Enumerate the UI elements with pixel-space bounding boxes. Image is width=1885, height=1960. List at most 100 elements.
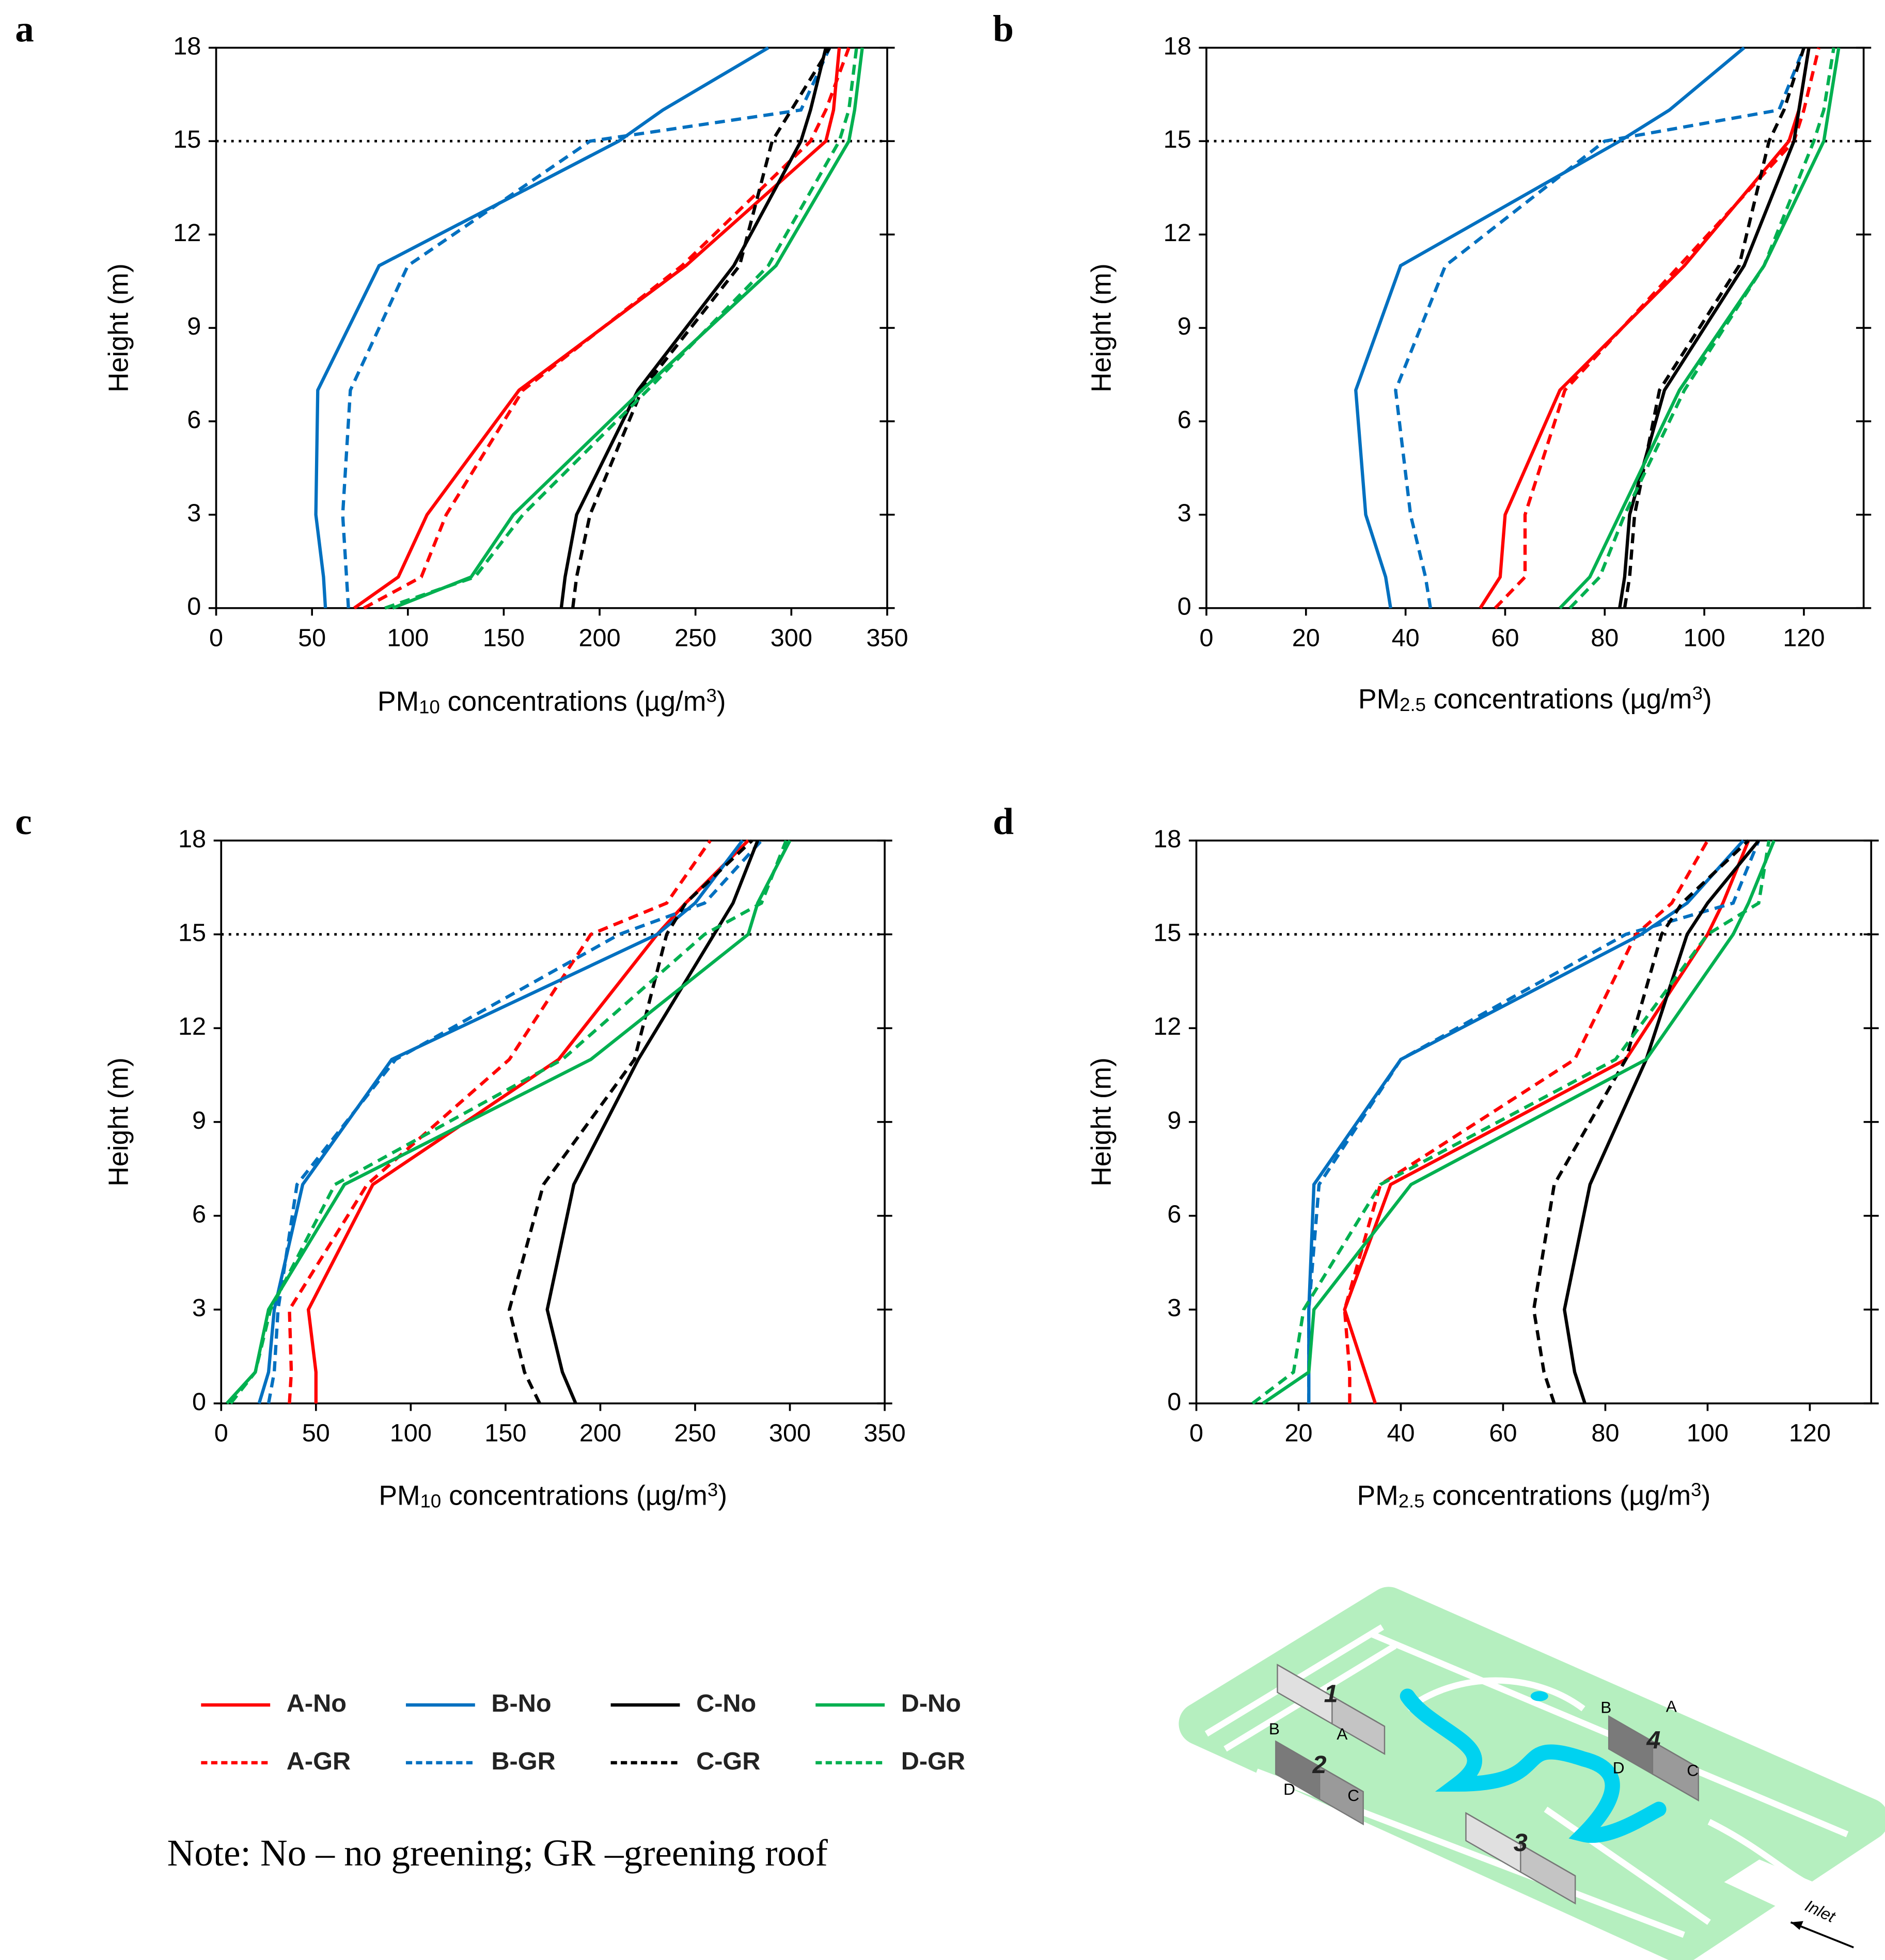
series-line: [341, 47, 831, 608]
y-axis-label: Height (m): [1087, 1057, 1117, 1187]
panel-label: d: [993, 800, 1014, 842]
series-line: [266, 839, 763, 1404]
x-axis-label-part: concentrations (µg/m: [1424, 1481, 1691, 1511]
x-axis-label-part: ): [1701, 1481, 1710, 1511]
x-tick-label: 100: [1687, 1419, 1729, 1447]
building-number: 2: [1312, 1751, 1326, 1779]
x-tick-label: 40: [1387, 1419, 1415, 1447]
x-tick-label: 80: [1591, 624, 1619, 652]
x-axis-label-part: ): [717, 687, 726, 717]
x-axis-label-part: 2.5: [1399, 1490, 1425, 1511]
y-tick-label: 12: [178, 1013, 206, 1040]
y-tick-label: 18: [1153, 825, 1181, 853]
x-axis-label-part: PM: [1358, 684, 1400, 715]
legend-label: B-GR: [491, 1747, 555, 1775]
series-line: [559, 47, 828, 609]
x-tick-label: 20: [1284, 1419, 1312, 1447]
y-tick-label: 12: [1153, 1013, 1181, 1040]
series-line: [257, 839, 744, 1404]
corner-label: C: [1687, 1761, 1699, 1779]
plot-frame: [1205, 46, 1865, 609]
corner-label: A: [1666, 1697, 1677, 1715]
y-tick-label: 6: [187, 406, 201, 434]
x-tick-label: 20: [1292, 624, 1320, 652]
y-tick-label: 0: [187, 593, 201, 621]
series-line: [1479, 47, 1811, 609]
y-tick-label: 9: [1177, 312, 1191, 340]
x-tick-label: 0: [214, 1419, 228, 1447]
corner-label: C: [1347, 1786, 1359, 1805]
series-line: [1559, 47, 1841, 609]
y-tick-label: 0: [1167, 1388, 1181, 1416]
series-line: [384, 48, 858, 610]
series-line: [288, 840, 712, 1404]
series-line: [1532, 839, 1750, 1404]
y-tick-label: 6: [1177, 406, 1191, 434]
y-tick-label: 18: [1164, 32, 1191, 60]
x-tick-label: 350: [866, 624, 908, 652]
y-tick-label: 12: [173, 219, 201, 247]
x-tick-label: 120: [1783, 624, 1825, 652]
x-tick-label: 350: [863, 1419, 905, 1447]
x-axis-label: PM2.5 concentrations (µg/m3): [1358, 683, 1712, 715]
corner-label: B: [1269, 1719, 1280, 1738]
building-number: 3: [1514, 1829, 1528, 1857]
legend-label: A-GR: [287, 1747, 351, 1775]
x-tick-label: 150: [484, 1419, 526, 1447]
y-tick-label: 9: [192, 1107, 206, 1134]
series-line: [1262, 840, 1776, 1405]
x-tick-label: 250: [674, 1419, 716, 1447]
y-tick-label: 6: [192, 1200, 206, 1228]
building-number: 4: [1646, 1727, 1660, 1754]
x-tick-label: 50: [302, 1419, 330, 1447]
panel-label: a: [15, 8, 34, 50]
x-tick-label: 60: [1489, 1419, 1517, 1447]
x-tick-label: 100: [390, 1419, 432, 1447]
y-tick-label: 0: [192, 1388, 206, 1416]
building-number: 1: [1324, 1680, 1338, 1708]
x-tick-label: 0: [1199, 624, 1213, 652]
x-axis-label: PM10 concentrations (µg/m3): [379, 1479, 727, 1511]
x-axis-label-part: 3: [706, 685, 716, 706]
y-tick-label: 0: [1177, 593, 1191, 621]
x-axis-label-part: PM: [378, 687, 419, 717]
x-axis-label-part: 3: [1692, 683, 1703, 704]
x-axis-label-part: ): [718, 1481, 727, 1511]
x-tick-label: 40: [1392, 624, 1420, 652]
x-tick-label: 60: [1491, 624, 1519, 652]
x-axis-label: PM10 concentrations (µg/m3): [378, 685, 726, 717]
series-line: [391, 48, 864, 610]
series-line: [225, 840, 792, 1405]
series-line: [1343, 840, 1750, 1404]
x-axis-label-part: PM: [1357, 1481, 1398, 1511]
building-roof: [1465, 1812, 1576, 1877]
x-tick-label: 300: [771, 624, 812, 652]
plot-frame: [220, 840, 886, 1404]
y-axis-label: Height (m): [104, 263, 134, 392]
series-line: [1568, 47, 1835, 609]
inlet-label: Inlet: [1802, 1896, 1839, 1926]
y-tick-label: 15: [1164, 125, 1191, 153]
panel-label: b: [993, 8, 1014, 50]
series-line: [1494, 47, 1820, 609]
x-tick-label: 250: [674, 624, 716, 652]
series-line: [1343, 840, 1709, 1404]
x-axis-label-part: 10: [420, 1490, 442, 1511]
series-line: [363, 47, 851, 610]
panel-label: c: [15, 800, 32, 842]
x-tick-label: 100: [1684, 624, 1725, 652]
corner-label: D: [1613, 1758, 1625, 1777]
y-tick-label: 9: [187, 312, 201, 340]
series-line: [229, 840, 788, 1404]
x-tick-label: 0: [209, 624, 223, 652]
inlet-area: [1724, 1859, 1835, 1916]
y-tick-label: 6: [1167, 1200, 1181, 1228]
y-tick-label: 3: [187, 499, 201, 527]
building-roof: [1608, 1715, 1699, 1768]
y-axis-label: Height (m): [1087, 263, 1117, 392]
x-tick-label: 200: [579, 1419, 621, 1447]
y-tick-label: 18: [173, 32, 201, 60]
legend-label: D-No: [901, 1689, 961, 1717]
